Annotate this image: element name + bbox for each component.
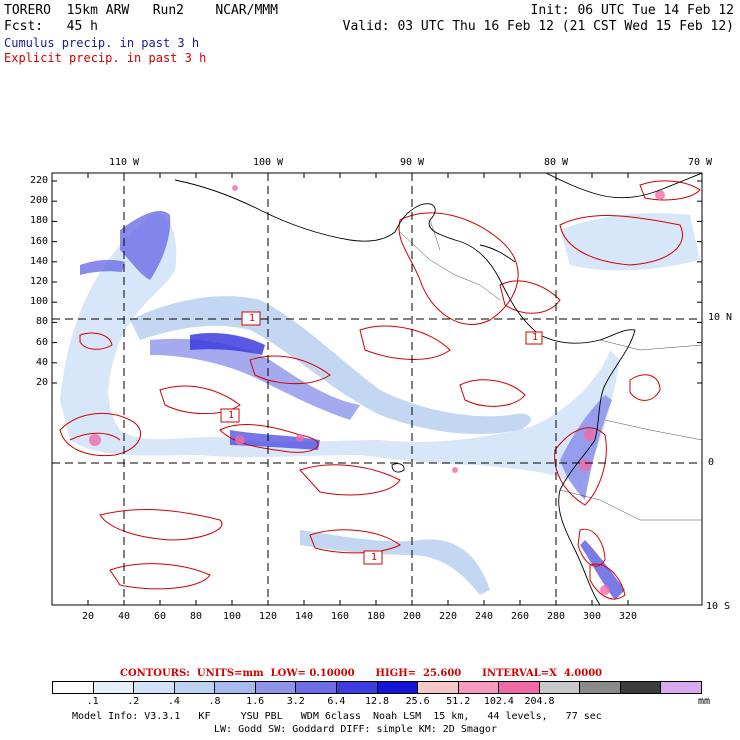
colorbar-swatch: [539, 682, 581, 693]
y-tick-label: 160: [29, 235, 48, 247]
y-tick-label: 200: [29, 195, 48, 207]
x-tick-label: 80: [189, 611, 203, 622]
colorbar-label: 25.6: [405, 696, 430, 707]
colorbar-swatch: [499, 682, 540, 693]
colorbar-label: 6.4: [327, 696, 346, 707]
colorbar: [52, 681, 702, 694]
init-time: Init: 06 UTC Tue 14 Feb 12: [530, 3, 735, 18]
x-tick-label: 320: [618, 611, 638, 622]
colorbar-swatch: [418, 682, 459, 693]
colorbar-label: 204.8: [524, 696, 555, 707]
y-tick-label: 100: [29, 296, 48, 308]
contour-info: CONTOURS: UNITS=mm LOW= 0.10000 HIGH= 25…: [120, 668, 603, 679]
colorbar-swatch: [93, 682, 135, 693]
marker-box: [220, 408, 240, 423]
colorbar-label: 3.2: [286, 696, 305, 707]
x-tick-label: 240: [474, 611, 494, 622]
marker-label: 1: [371, 552, 378, 563]
physics-info: LW: Godd SW: Goddard DIFF: simple KM: 2D…: [214, 724, 497, 735]
colorbar-label: .4: [167, 696, 180, 707]
legend-cumulus: Cumulus precip. in past 3 h: [4, 36, 200, 50]
lat-label: 10 N: [708, 312, 733, 323]
marker-box: [363, 550, 383, 565]
colorbar-label: 51.2: [446, 696, 471, 707]
lon-label: 90 W: [399, 157, 425, 168]
x-tick-label: 20: [81, 611, 95, 622]
x-tick-label: 300: [582, 611, 602, 622]
lon-label: 110 W: [108, 157, 140, 168]
colorbar-swatch: [458, 682, 500, 693]
y-tick-label: 120: [29, 276, 48, 287]
colorbar-swatch: [174, 682, 216, 693]
colorbar-label: 102.4: [483, 696, 514, 707]
forecast-hour: Fcst: 45 h: [4, 19, 98, 34]
colorbar-swatch: [580, 682, 621, 693]
colorbar-swatch: [53, 682, 94, 693]
x-tick-label: 60: [153, 611, 167, 622]
precip-field: [52, 173, 702, 605]
marker-box: [241, 311, 261, 326]
colorbar-swatch: [134, 682, 175, 693]
title-line: TORERO 15km ARW Run2 NCAR/MMM: [4, 3, 278, 18]
lat-label: 10 S: [706, 601, 731, 612]
colorbar-units: mm: [698, 696, 711, 707]
plot-frame: [51, 172, 703, 606]
model-info: Model Info: V3.3.1 KF YSU PBL WDM 6class…: [72, 711, 602, 722]
lon-label: 70 W: [687, 157, 713, 168]
y-tick-label: 60: [35, 336, 48, 348]
x-tick-label: 100: [222, 611, 242, 622]
colorbar-swatch: [661, 682, 701, 693]
y-tick-label: 40: [35, 356, 48, 368]
colorbar-label: .1: [86, 696, 99, 707]
x-tick-label: 200: [402, 611, 422, 622]
lon-label: 100 W: [252, 157, 284, 168]
marker-label: 1: [228, 410, 235, 421]
marker-label: 1: [532, 332, 539, 343]
x-tick-label: 180: [366, 611, 386, 622]
x-tick-label: 120: [258, 611, 278, 622]
colorbar-swatch: [296, 682, 337, 693]
x-tick-label: 140: [294, 611, 314, 622]
marker-box: [525, 331, 543, 345]
colorbar-swatch: [255, 682, 297, 693]
y-tick-label: 80: [35, 316, 48, 328]
marker-label: 1: [249, 313, 256, 324]
lat-label: 0: [708, 457, 715, 468]
colorbar-swatch: [215, 682, 256, 693]
colorbar-swatch: [336, 682, 378, 693]
colorbar-label: .8: [208, 696, 221, 707]
colorbar-swatch: [377, 682, 419, 693]
x-tick-label: 280: [546, 611, 566, 622]
y-tick-label: 20: [35, 377, 48, 388]
colorbar-label: 1.6: [246, 696, 265, 707]
valid-time: Valid: 03 UTC Thu 16 Feb 12 (21 CST Wed …: [342, 19, 734, 34]
colorbar-label: .2: [127, 696, 140, 707]
x-tick-label: 40: [117, 611, 131, 622]
y-tick-label: 180: [29, 215, 48, 227]
x-tick-label: 160: [330, 611, 350, 622]
legend-explicit: Explicit precip. in past 3 h: [4, 51, 207, 65]
colorbar-swatch: [620, 682, 662, 693]
x-tick-label: 220: [438, 611, 458, 622]
x-tick-label: 260: [510, 611, 530, 622]
colorbar-label: 12.8: [364, 696, 390, 707]
lon-label: 80 W: [543, 157, 569, 168]
y-tick-label: 220: [29, 175, 48, 186]
y-tick-label: 140: [29, 255, 48, 267]
